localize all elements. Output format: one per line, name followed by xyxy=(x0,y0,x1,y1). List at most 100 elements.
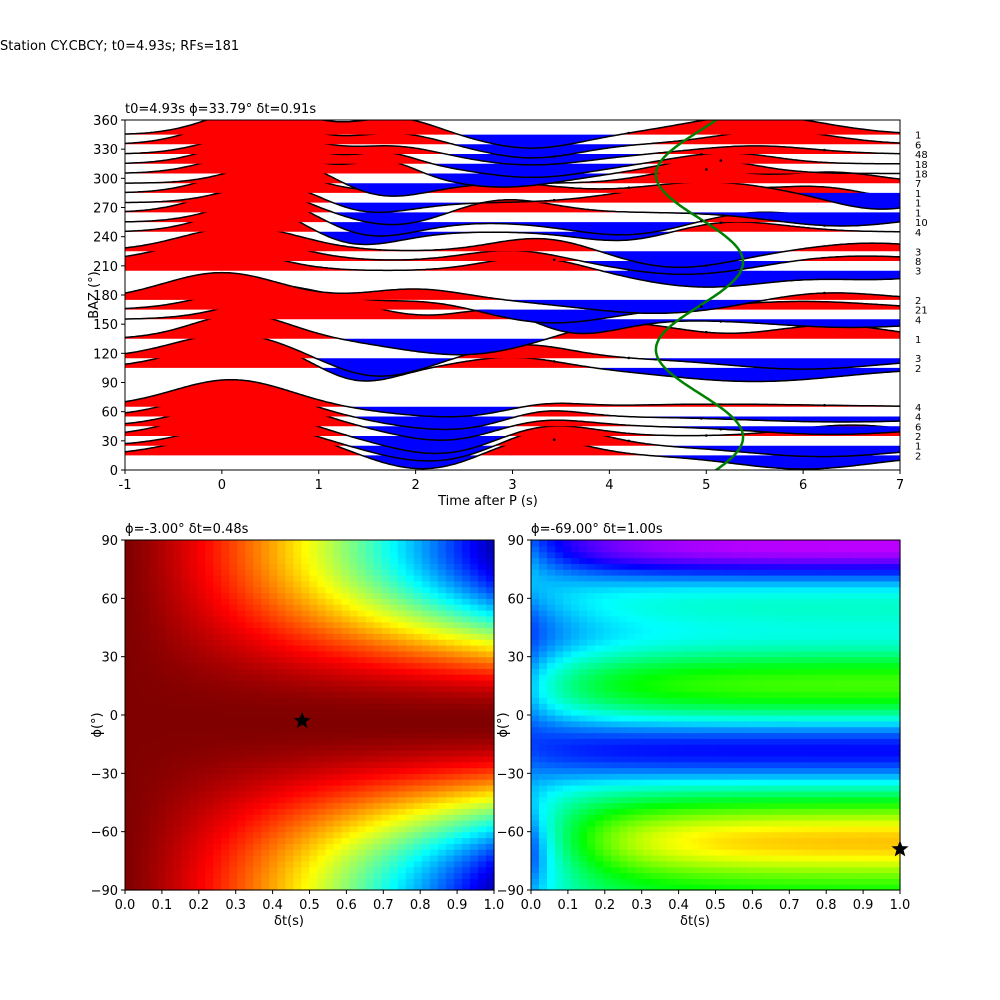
heatmap-left-cell xyxy=(189,645,198,652)
heatmap-right-cell xyxy=(571,750,580,757)
heatmap-left-cell xyxy=(453,860,463,868)
heatmap-right-cell xyxy=(787,645,797,652)
heatmap-left-cell xyxy=(173,662,182,669)
heatmap-left-cell xyxy=(269,814,279,821)
heatmap-left-cell xyxy=(405,691,415,699)
heatmap-left-cell xyxy=(149,785,158,792)
heatmap-left-cell xyxy=(261,650,270,658)
heatmap-left-cell xyxy=(221,615,230,623)
heatmap-left-cell xyxy=(237,575,246,582)
heatmap-right-cell xyxy=(771,808,781,815)
heatmap-right-cell xyxy=(667,773,676,780)
heatmap-left-cell xyxy=(405,551,415,559)
heatmap-left-cell xyxy=(261,709,270,716)
heatmap-left-cell xyxy=(181,586,190,594)
heatmap-right-cell xyxy=(531,820,540,827)
heatmap-left-cell xyxy=(349,604,359,611)
heatmap-left-cell xyxy=(293,598,303,605)
heatmap-left-cell xyxy=(349,773,359,780)
heatmap-right-cell xyxy=(699,610,709,617)
heatmap-left-cell xyxy=(125,621,134,629)
heatmap-left-cell xyxy=(309,779,319,786)
heatmap-right-cell xyxy=(707,674,717,681)
heatmap-right-cell xyxy=(587,802,596,809)
heatmap-right-cell xyxy=(635,639,644,646)
heatmap-left-cell xyxy=(277,720,287,728)
heatmap-right-cell xyxy=(771,598,781,605)
heatmap-left-cell xyxy=(173,627,182,634)
heatmap-left-cell xyxy=(317,808,327,815)
heatmap-left-cell xyxy=(333,761,343,769)
heatmap-left-cell xyxy=(245,849,254,856)
heatmap-left-cell xyxy=(133,820,142,827)
heatmap-right-cell xyxy=(707,831,717,839)
heatmap-right-cell xyxy=(771,726,781,734)
heatmap-right-cell xyxy=(723,855,733,862)
heatmap-left-cell xyxy=(429,720,439,728)
rf-marker-10 xyxy=(700,305,703,308)
heatmap-left-cell xyxy=(317,592,327,599)
heatmap-right-cell xyxy=(795,744,805,751)
heatmap-right-cell xyxy=(619,767,628,774)
heatmap-right-cell xyxy=(579,808,588,815)
heatmap-left-cell xyxy=(189,872,198,879)
heatmap-left-cell xyxy=(197,621,206,629)
heatmap-right-cell xyxy=(747,720,757,728)
heatmap-left-cell xyxy=(165,557,174,564)
heatmap-right-cell xyxy=(683,580,693,588)
heatmap-right-cell xyxy=(539,720,548,728)
heatmap-left-cell xyxy=(133,709,142,716)
heatmap-left-cell xyxy=(237,569,246,576)
heatmap-right-cell xyxy=(771,668,781,675)
heatmap-right-cell xyxy=(555,639,564,646)
heatmap-right-cell xyxy=(579,668,588,675)
heatmap-left-cell xyxy=(229,540,238,547)
heatmap-left-cell xyxy=(125,878,134,885)
heatmap-left-cell xyxy=(125,767,134,774)
heatmap-left-cell xyxy=(229,808,238,815)
heatmap-right-cell xyxy=(651,545,660,553)
heatmap-right-cell xyxy=(763,639,773,646)
heatmap-left-cell xyxy=(317,668,327,675)
heatmap-right-cell xyxy=(739,674,749,681)
heatmap-left-cell xyxy=(245,720,254,728)
heatmap-left-cell xyxy=(253,633,262,640)
heatmap-right-cell xyxy=(635,604,644,611)
heatmap-left-cell xyxy=(477,598,487,605)
heatmap-left-cell xyxy=(445,639,455,646)
heatmap-left-cell xyxy=(149,709,158,716)
heatmap-right-cell xyxy=(747,831,757,839)
heatmap-left-cell xyxy=(373,685,383,693)
heatmap-right-cell xyxy=(603,884,612,891)
heatmap-left-cell xyxy=(277,820,287,827)
heatmap-left-cell xyxy=(189,557,198,564)
heatmap-left-cell xyxy=(429,837,439,844)
heatmap-right-cell xyxy=(779,598,789,605)
heatmap-right-cell xyxy=(771,779,781,786)
heatmap-left-cell xyxy=(261,563,270,570)
heatmap-left-cell xyxy=(349,715,359,722)
heatmap-left-cell xyxy=(181,750,190,757)
heatmap-left-cell xyxy=(485,639,495,646)
heatmap-left-cell xyxy=(413,732,423,739)
heatmap-right-cell xyxy=(739,872,749,879)
heatmap-left-cell xyxy=(437,785,447,792)
heatmap-right-cell xyxy=(755,761,765,769)
heatmap-left-cell xyxy=(245,855,254,862)
heatmap-right-cell xyxy=(755,650,765,658)
heatmap-left-ytick-label-3: 0 xyxy=(110,709,118,724)
heatmap-right-cell xyxy=(763,656,773,664)
heatmap-left-cell xyxy=(181,680,190,687)
heatmap-right-cell xyxy=(651,767,660,774)
heatmap-left-cell xyxy=(165,703,174,710)
heatmap-right-cell xyxy=(627,668,636,675)
heatmap-right-cell xyxy=(651,720,660,728)
heatmap-left-cell xyxy=(349,750,359,757)
heatmap-right-cell xyxy=(763,703,773,710)
heatmap-right-cell xyxy=(763,831,773,839)
heatmap-left-cell xyxy=(173,814,182,821)
heatmap-left-cell xyxy=(149,586,158,594)
heatmap-right-cell xyxy=(627,855,636,862)
heatmap-left-cell xyxy=(325,563,335,570)
heatmap-left-cell xyxy=(333,837,343,844)
